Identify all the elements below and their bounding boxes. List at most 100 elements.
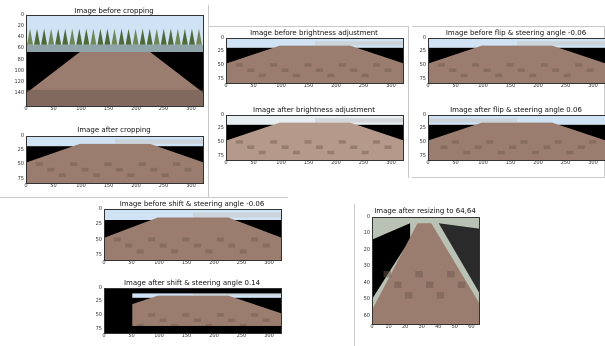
x-tick-label: 200 xyxy=(331,160,341,166)
road-texture xyxy=(338,63,346,67)
figure-panel: Image before shift & steering angle -0.0… xyxy=(88,200,288,271)
figure-panel: Image before cropping 0 50 100 150 200 250 300 0… xyxy=(0,7,210,117)
x-tick-label: 0 xyxy=(426,160,430,166)
road-texture xyxy=(509,145,517,149)
tree-shape xyxy=(111,28,118,45)
road-texture xyxy=(447,271,455,278)
road-texture xyxy=(543,145,551,149)
road-texture xyxy=(58,173,66,178)
x-tick-label: 50 xyxy=(128,333,135,339)
y-tick-label: 20 xyxy=(363,246,370,253)
x-tick-label: 50 xyxy=(50,183,57,189)
y-tick-label: 20 xyxy=(17,22,24,29)
road-texture xyxy=(281,145,289,149)
x-tick-label: 150 xyxy=(181,260,192,266)
road-texture xyxy=(171,249,179,254)
tree-shape xyxy=(90,28,97,45)
tree-shape xyxy=(69,28,76,45)
tree-shape xyxy=(118,28,125,45)
panel-title: Image after brightness adjustment xyxy=(253,106,375,114)
road-texture xyxy=(270,63,278,67)
tree-shape xyxy=(153,28,160,45)
road-texture xyxy=(70,162,78,166)
x-tick-label: 250 xyxy=(158,106,169,112)
road-texture xyxy=(239,249,247,254)
y-tick-label: 25 xyxy=(95,298,102,305)
x-tick-label: 0 xyxy=(24,106,28,112)
x-tick-label: 100 xyxy=(76,106,86,112)
road-texture xyxy=(520,140,528,144)
x-tick-label: 100 xyxy=(478,83,488,89)
tree-shape xyxy=(188,28,195,45)
x-tick-label: 200 xyxy=(131,183,141,189)
distant-wall xyxy=(193,212,281,218)
right-shadow xyxy=(438,223,479,293)
shift-black-bottom xyxy=(105,325,281,333)
road-texture xyxy=(575,63,583,67)
distant-wall xyxy=(315,118,403,123)
road-texture xyxy=(540,63,548,67)
road-texture xyxy=(235,140,243,144)
image-axes xyxy=(226,38,404,84)
shift-black-top xyxy=(105,289,281,294)
road-texture xyxy=(293,73,301,78)
road-texture xyxy=(315,68,323,72)
x-tick-label: 300 xyxy=(186,183,196,189)
tree-shape xyxy=(160,28,167,45)
road-texture xyxy=(517,68,525,72)
road-texture xyxy=(361,150,369,155)
road-texture xyxy=(127,173,135,178)
x-tick-label: 150 xyxy=(303,160,314,166)
x-tick-label: 100 xyxy=(276,160,286,166)
figure-panel: Image after cropping 0 50 100 150 200 250 300 0 2… xyxy=(0,126,210,194)
separator-shift-top xyxy=(88,197,288,198)
figure-panel: Image after flip & steering angle 0.06 0 5… xyxy=(412,106,605,171)
y-tick-label: 50 xyxy=(419,62,426,68)
y-tick-label: 0 xyxy=(98,284,102,291)
road-texture xyxy=(327,73,335,78)
panel-title: Image after flip & steering angle 0.06 xyxy=(450,106,582,114)
x-tick-label: 250 xyxy=(358,83,369,89)
road-texture xyxy=(239,323,247,328)
road-texture xyxy=(451,140,459,144)
tree-shape xyxy=(62,28,69,45)
x-tick-label: 150 xyxy=(303,83,314,89)
road-texture xyxy=(350,145,358,149)
separator-vertical-1 xyxy=(208,5,209,197)
road-texture xyxy=(138,162,146,166)
separator-vertical-2 xyxy=(408,26,409,178)
image-axes xyxy=(226,115,404,161)
road-texture xyxy=(460,73,468,78)
road-texture xyxy=(113,237,121,242)
figure-panel: Image after brightness adjustment 0 50 100 1… xyxy=(210,106,410,171)
y-tick-label: 75 xyxy=(419,75,426,82)
x-tick-label: 200 xyxy=(209,260,219,266)
separator-resize-left xyxy=(354,204,355,346)
image-axes xyxy=(428,38,605,84)
x-tick-label: 0 xyxy=(370,324,374,330)
image-canvas xyxy=(27,16,203,106)
road-texture xyxy=(193,318,201,322)
road-texture xyxy=(235,63,243,67)
y-tick-label: 0 xyxy=(366,213,370,220)
y-tick-label: 25 xyxy=(217,48,224,55)
road-texture xyxy=(384,145,392,149)
y-tick-label: 10 xyxy=(363,230,370,237)
road-texture xyxy=(184,167,192,172)
tree-shape xyxy=(97,28,104,45)
x-tick-label: 50 xyxy=(451,324,458,330)
image-canvas xyxy=(105,210,281,260)
y-tick-label: 80 xyxy=(17,56,24,63)
y-tick-label: 120 xyxy=(14,79,24,85)
road-texture xyxy=(404,292,413,299)
x-tick-label: 100 xyxy=(478,160,488,166)
road-texture xyxy=(228,243,236,248)
road-texture xyxy=(437,63,445,67)
distant-wall xyxy=(517,41,605,46)
tree-shape xyxy=(83,28,90,45)
y-tick-label: 40 xyxy=(363,279,370,286)
road-texture xyxy=(589,140,597,144)
x-tick-label: 50 xyxy=(128,260,135,266)
road-texture xyxy=(293,150,301,155)
image-axes xyxy=(372,217,480,325)
